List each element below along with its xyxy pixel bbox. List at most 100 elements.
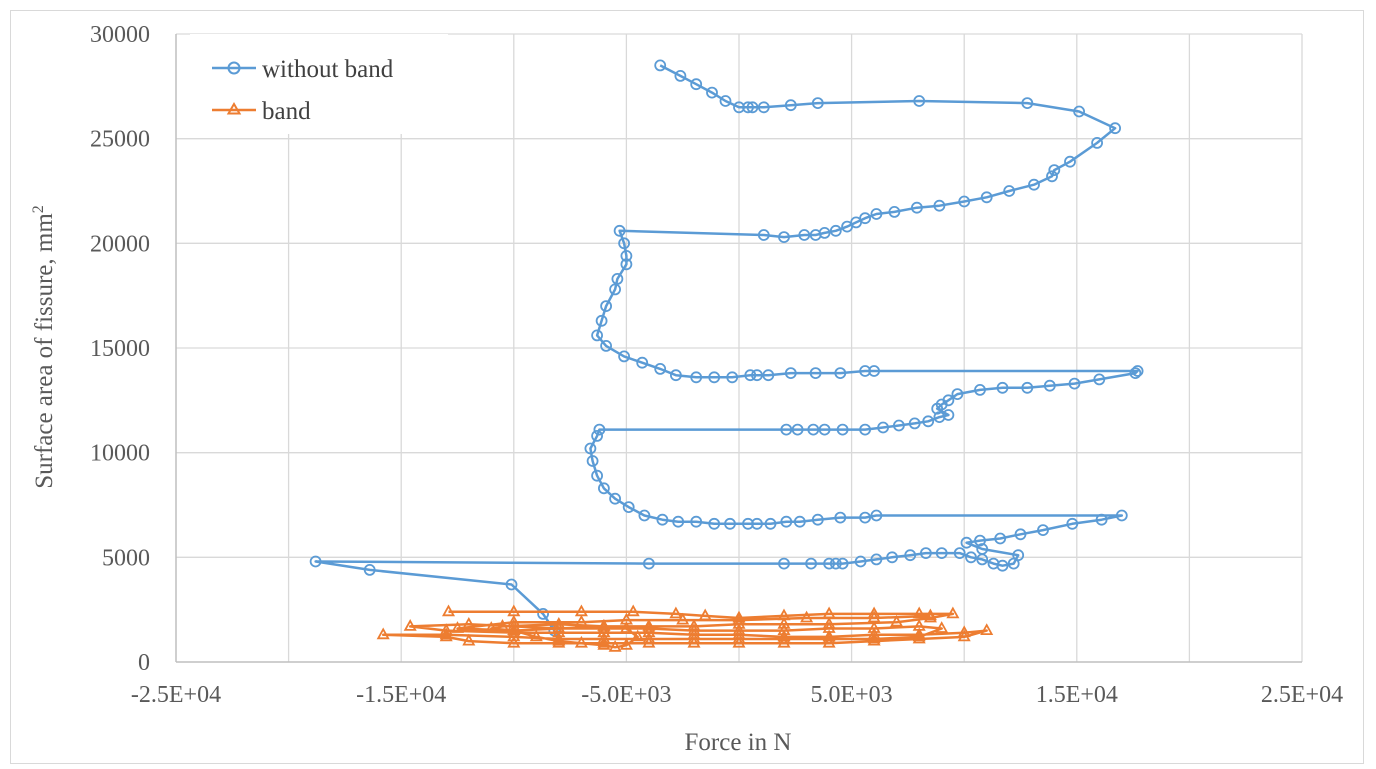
data-point-without-band — [908, 417, 921, 430]
data-point-without-band — [690, 78, 703, 91]
data-point-without-band — [778, 231, 790, 244]
data-point-without-band — [913, 95, 926, 107]
y-tick-label: 15000 — [90, 336, 150, 362]
data-point-band — [462, 616, 476, 629]
data-point-band — [462, 633, 476, 646]
data-point-without-band — [811, 97, 824, 109]
gridlines — [176, 33, 1303, 662]
data-point-band — [439, 627, 453, 640]
data-point-without-band — [811, 513, 824, 526]
x-tick-label: -1.5E+04 — [356, 682, 446, 708]
y-tick-label: 10000 — [90, 441, 150, 467]
data-point-band — [912, 619, 926, 631]
series-layer — [309, 59, 1144, 652]
x-tick-label: -2.5E+04 — [131, 682, 221, 708]
data-point-band — [619, 621, 633, 633]
data-point-without-band — [793, 515, 806, 528]
data-point-without-band — [757, 229, 770, 241]
data-point-without-band — [1043, 379, 1056, 392]
data-point-without-band — [870, 509, 883, 522]
legend-background — [190, 34, 448, 134]
data-point-without-band — [886, 551, 898, 564]
y-tick-label: 0 — [138, 650, 150, 676]
data-point-without-band — [719, 95, 732, 107]
data-point-without-band — [996, 381, 1009, 394]
data-point-band — [631, 629, 645, 642]
data-point-band — [732, 631, 746, 644]
x-axis-title: Force in N — [685, 729, 792, 756]
data-point-without-band — [922, 415, 935, 428]
legend-marker-band — [226, 102, 242, 115]
data-point-without-band — [591, 329, 603, 342]
data-point-band — [507, 635, 521, 648]
data-point-without-band — [809, 367, 822, 380]
data-point-without-band — [960, 536, 973, 549]
data-point-without-band — [859, 423, 871, 436]
data-point-band — [777, 631, 791, 644]
data-point-without-band — [1014, 528, 1027, 541]
data-point-without-band — [976, 553, 989, 566]
data-point-band — [552, 633, 566, 646]
data-point-band — [450, 621, 465, 633]
data-point-without-band — [726, 371, 739, 384]
data-point-band — [822, 621, 836, 633]
data-point-without-band — [618, 237, 630, 250]
data-point-without-band — [746, 101, 759, 114]
data-point-without-band — [784, 99, 797, 112]
data-point-without-band — [798, 229, 811, 241]
data-point-without-band — [595, 314, 608, 327]
data-point-without-band — [807, 423, 820, 436]
data-point-band — [822, 631, 836, 644]
data-point-without-band — [611, 272, 624, 285]
data-point-without-band — [854, 555, 867, 568]
data-point-band — [608, 639, 622, 652]
data-point-without-band — [654, 362, 667, 375]
data-point-band — [687, 631, 701, 644]
data-point-without-band — [708, 517, 721, 530]
data-point-without-band — [742, 101, 754, 114]
data-point-without-band — [974, 383, 986, 396]
x-tick-label: -5.0E+03 — [581, 682, 671, 708]
data-point-without-band — [841, 220, 853, 233]
data-point-without-band — [618, 350, 630, 363]
data-point-band — [923, 608, 937, 621]
data-point-without-band — [505, 578, 518, 591]
y-tick-label: 20000 — [90, 231, 150, 257]
data-point-without-band — [764, 517, 777, 530]
data-point-band — [867, 631, 881, 644]
data-point-without-band — [643, 557, 655, 570]
data-point-band — [642, 631, 656, 644]
data-point-without-band — [1095, 513, 1108, 526]
legend: without band band — [190, 34, 448, 134]
data-point-without-band — [584, 442, 597, 455]
data-point-without-band — [674, 70, 687, 82]
y-tick-label: 30000 — [90, 22, 150, 48]
data-point-band — [732, 612, 746, 625]
axes: 0 5000 10000 15000 20000 25000 30000 -2.5E+04 -1… — [90, 22, 1343, 708]
data-point-without-band — [742, 517, 754, 530]
x-tick-label: 5.0E+03 — [810, 682, 892, 708]
series-band — [376, 604, 994, 652]
data-point-without-band — [708, 371, 721, 384]
data-point-band — [403, 619, 417, 631]
data-point-band — [777, 629, 791, 642]
y-tick-label: 5000 — [102, 545, 150, 571]
data-point-band — [912, 606, 926, 619]
data-point-without-band — [994, 532, 1007, 545]
data-point-band — [597, 621, 611, 633]
data-point-without-band — [706, 86, 718, 99]
data-point-band — [867, 606, 881, 619]
data-point-without-band — [591, 469, 603, 482]
data-point-band — [957, 625, 971, 638]
data-point-band — [495, 619, 510, 631]
data-point-without-band — [638, 509, 651, 522]
data-point-without-band — [609, 283, 621, 296]
data-point-band — [669, 606, 683, 619]
data-point-without-band — [780, 423, 793, 436]
data-point-band — [822, 616, 836, 629]
data-point-without-band — [953, 547, 966, 559]
data-point-without-band — [834, 367, 847, 380]
data-point-without-band — [309, 555, 322, 568]
data-point-without-band — [690, 371, 703, 384]
